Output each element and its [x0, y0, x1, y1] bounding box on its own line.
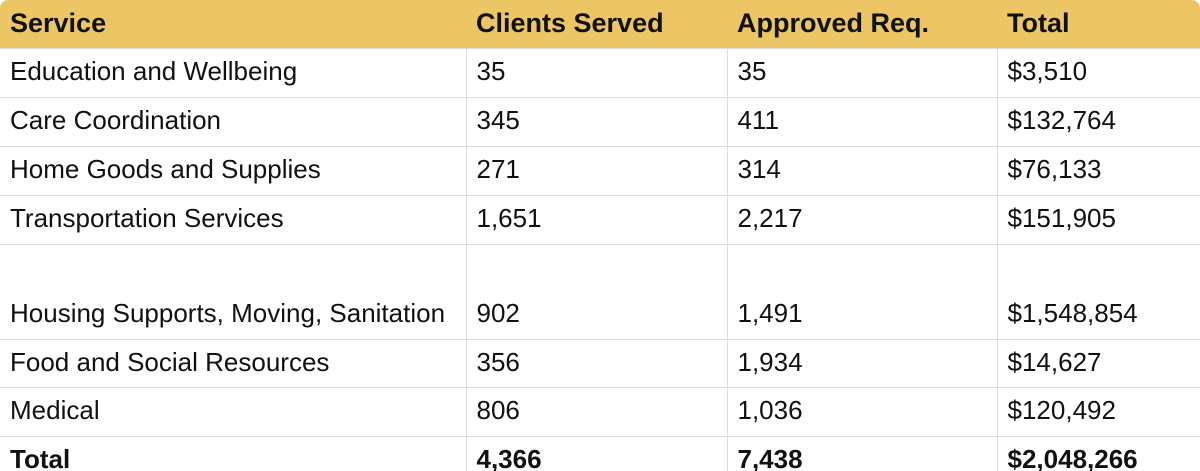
approved-cell: 1,491: [726, 243, 998, 340]
approved-cell: 35: [726, 48, 998, 98]
table-row: Transportation Services 1,651 2,217 $151…: [0, 194, 1200, 245]
service-cell: Home Goods and Supplies: [0, 145, 467, 196]
approved-cell: 411: [726, 96, 998, 147]
service-cell: Food and Social Resources: [0, 338, 467, 389]
total-cell: $132,764: [996, 96, 1200, 147]
service-cell: Medical: [0, 387, 467, 438]
service-cell: Transportation Services: [0, 194, 467, 245]
clients-cell: 902: [465, 243, 728, 340]
col-header-service: Service: [0, 0, 466, 49]
clients-cell: 806: [465, 387, 728, 438]
table-row: Home Goods and Supplies 271 314 $76,133: [0, 145, 1200, 196]
table-row: Housing Supports, Moving, Sanitation 902…: [0, 243, 1200, 340]
approved-cell: 2,217: [726, 194, 998, 245]
table-header: Service Clients Served Approved Req. Tot…: [0, 0, 1200, 49]
table-row: Education and Wellbeing 35 35 $3,510: [0, 48, 1200, 98]
table-row: Food and Social Resources 356 1,934 $14,…: [0, 338, 1200, 389]
clients-cell: 345: [465, 96, 728, 147]
clients-cell: 35: [465, 48, 728, 98]
approved-cell: 1,934: [726, 338, 998, 389]
totals-total-cell: $2,048,266: [996, 436, 1200, 471]
total-cell: $1,548,854: [996, 243, 1200, 340]
total-cell: $151,905: [996, 194, 1200, 245]
totals-row: Total 4,366 7,438 $2,048,266: [0, 436, 1200, 471]
col-header-approved: Approved Req.: [727, 0, 997, 49]
approved-cell: 1,036: [726, 387, 998, 438]
total-cell: $120,492: [996, 387, 1200, 438]
clients-cell: 356: [465, 338, 728, 389]
total-cell: $14,627: [996, 338, 1200, 389]
service-cell: Care Coordination: [0, 96, 467, 147]
col-header-clients: Clients Served: [466, 0, 727, 49]
col-header-total: Total: [997, 0, 1200, 49]
approved-cell: 314: [726, 145, 998, 196]
table-body: Education and Wellbeing 35 35 $3,510 Car…: [0, 48, 1200, 471]
total-cell: $3,510: [996, 48, 1200, 98]
header-row: Service Clients Served Approved Req. Tot…: [0, 0, 1200, 49]
totals-label-cell: Total: [0, 436, 467, 471]
total-cell: $76,133: [996, 145, 1200, 196]
table-row: Medical 806 1,036 $120,492: [0, 387, 1200, 438]
clients-cell: 1,651: [465, 194, 728, 245]
totals-clients-cell: 4,366: [465, 436, 728, 471]
table-row: Care Coordination 345 411 $132,764: [0, 96, 1200, 147]
service-cell: Housing Supports, Moving, Sanitation: [0, 243, 467, 340]
clients-cell: 271: [465, 145, 728, 196]
totals-approved-cell: 7,438: [726, 436, 998, 471]
service-cell: Education and Wellbeing: [0, 48, 467, 98]
